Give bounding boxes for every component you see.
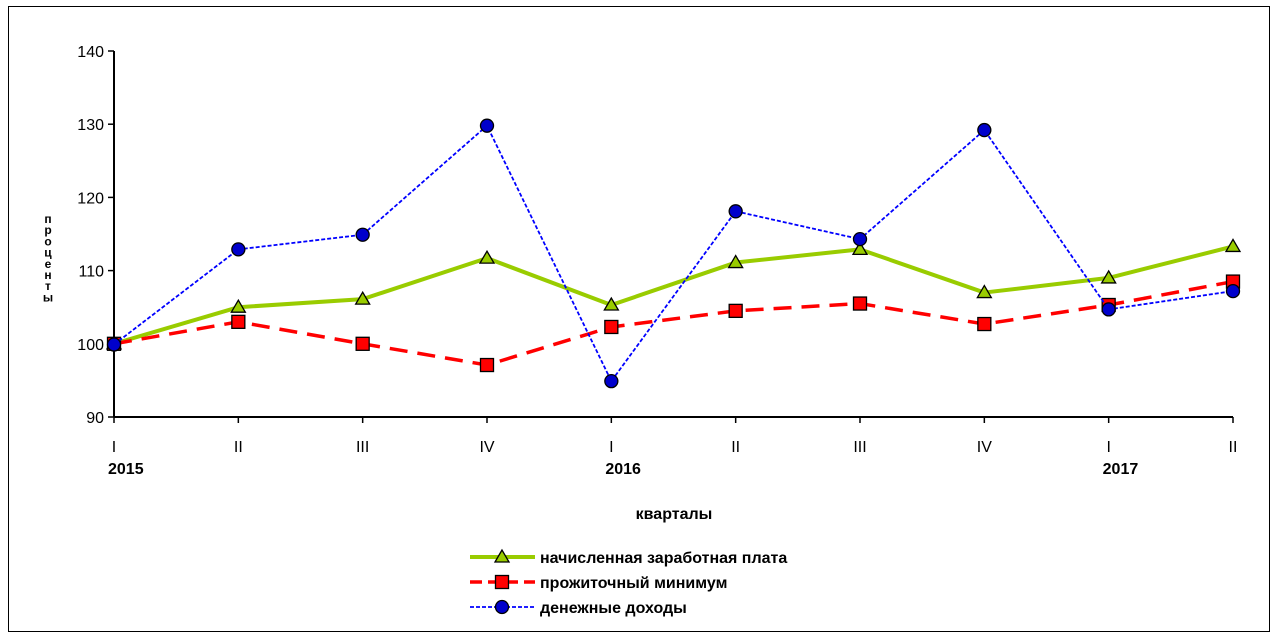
x-tick-label: I (112, 439, 116, 456)
legend: начисленная заработная плата прожиточный … (470, 548, 787, 617)
data-point (728, 303, 743, 319)
data-point (603, 296, 620, 311)
x-tick-label: IV (977, 439, 992, 456)
series-layer (105, 118, 1242, 389)
data-point (976, 284, 993, 299)
y-tick-label: 90 (86, 410, 104, 427)
data-point (231, 242, 246, 257)
y-tick-label: 110 (78, 264, 104, 281)
data-point (479, 118, 495, 133)
year-label: 2017 (1103, 461, 1139, 478)
legend-label: денежные доходы (540, 600, 687, 617)
data-point (1101, 302, 1116, 317)
data-point (478, 249, 496, 264)
data-point (851, 241, 869, 256)
legend-marker (493, 548, 511, 563)
legend-label: прожиточный минимум (540, 575, 727, 592)
x-tick-label: III (356, 439, 369, 456)
x-axis-title: кварталы (636, 506, 713, 523)
legend-label: начисленная заработная плата (540, 550, 787, 567)
year-label: 2016 (605, 461, 641, 478)
y-tick-label: 100 (77, 337, 104, 354)
x-tick-label: II (731, 439, 740, 456)
data-point (728, 204, 743, 219)
x-tick-label: III (853, 439, 866, 456)
y-tick-label: 130 (77, 117, 104, 134)
data-point (1225, 283, 1241, 299)
data-point (354, 290, 371, 305)
data-point (230, 298, 247, 313)
data-point (1100, 269, 1117, 284)
data-point (355, 227, 370, 242)
x-tick-label: I (1106, 439, 1110, 456)
data-point (852, 231, 868, 247)
series-line (113, 244, 1234, 346)
legend-marker (494, 599, 510, 615)
x-tick-label: II (1229, 439, 1238, 456)
data-point (977, 316, 992, 332)
x-tick-label: I (609, 439, 613, 456)
data-point (355, 336, 370, 351)
series-0 (105, 238, 1242, 350)
legend-marker (494, 574, 510, 590)
x-tick-label: IV (479, 439, 494, 456)
y-tick-label: 140 (77, 44, 104, 61)
series-line (113, 124, 1234, 383)
data-point (727, 254, 744, 269)
data-point (106, 337, 122, 352)
series-1 (106, 274, 1241, 373)
series-line (113, 279, 1234, 367)
series-2 (106, 118, 1241, 389)
y-tick-label: 120 (77, 190, 104, 207)
data-point (604, 373, 619, 389)
data-point (479, 357, 495, 373)
chart-frame (8, 6, 1270, 632)
data-point (604, 319, 619, 335)
x-tick-label: II (234, 439, 243, 456)
data-point (977, 122, 992, 138)
data-point (852, 296, 868, 311)
data-point (231, 314, 246, 329)
year-label: 2015 (108, 461, 144, 478)
data-point (1224, 238, 1242, 253)
